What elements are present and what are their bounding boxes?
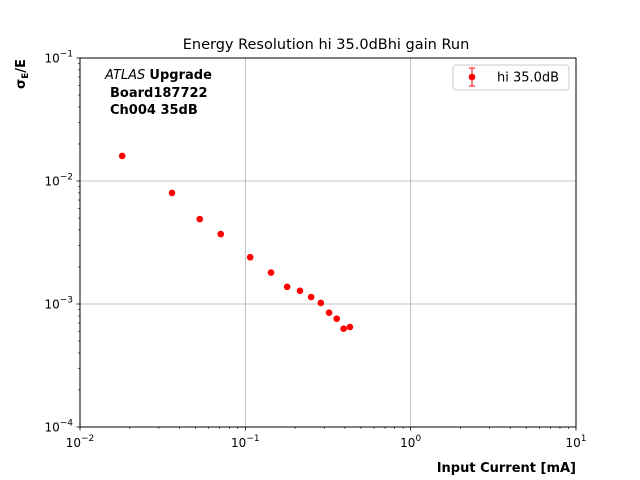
x-tick-label: 101 (565, 434, 586, 450)
plot-frame (79, 57, 577, 428)
data-point (168, 189, 176, 197)
data-point (307, 293, 315, 301)
annotation-atlas: ATLAS (104, 68, 145, 83)
x-tick-label-exponent: 1 (581, 434, 587, 444)
legend-box (452, 64, 570, 91)
x-tick-label-base: 10 (400, 436, 415, 450)
x-tick-label-exponent: −2 (81, 434, 94, 444)
data-point (283, 283, 291, 291)
data-point (267, 269, 275, 276)
y-tick-label: 10−2 (44, 173, 73, 189)
data-points (118, 152, 354, 332)
data-point (118, 152, 126, 160)
y-tick-label-base: 10 (44, 298, 59, 312)
y-axis-label-suffix: /E (14, 59, 29, 73)
x-tick-label-base: 10 (231, 436, 246, 450)
x-tick-label-base: 10 (66, 436, 81, 450)
y-tick-label-exponent: −4 (60, 419, 74, 429)
y-tick-label-base: 10 (44, 52, 59, 66)
annotation-line-1: ATLAS Upgrade (104, 68, 212, 83)
x-tick-label: 100 (400, 434, 421, 450)
legend-label: hi 35.0dB (497, 71, 559, 86)
annotation-board: Board187722 (110, 86, 208, 101)
x-tick-label-base: 10 (565, 436, 580, 450)
y-tick-label: 10−4 (44, 419, 73, 435)
annotation-channel: Ch004 35dB (110, 103, 198, 118)
y-axis-label-subscript: E (21, 73, 31, 79)
x-tick-label: 10−1 (231, 434, 260, 450)
x-tick-label-exponent: 0 (415, 434, 421, 444)
data-point (325, 309, 333, 316)
y-tick-label: 10−1 (44, 50, 73, 66)
x-axis-label: Input Current [mA] (437, 461, 576, 476)
y-tick-label-exponent: −1 (60, 50, 73, 60)
y-tick-label-base: 10 (44, 175, 59, 189)
grid-lines (80, 58, 576, 427)
y-axis-label-sigma: σ (14, 79, 29, 89)
data-point (333, 315, 341, 322)
y-tick-label-base: 10 (44, 421, 59, 435)
plot-area (80, 58, 576, 427)
annotation-upgrade: Upgrade (149, 68, 212, 83)
data-point (246, 253, 254, 261)
y-tick-label: 10−3 (44, 296, 73, 312)
x-tick-label-exponent: −1 (246, 434, 259, 444)
y-tick-label-exponent: −2 (60, 173, 73, 183)
atlas-annotation: ATLAS Upgrade Board187722 Ch004 35dB (104, 68, 212, 118)
legend-marker (468, 73, 476, 81)
legend: hi 35.0dB (452, 64, 570, 91)
y-tick-label-exponent: −3 (60, 296, 73, 306)
y-axis-label: σE/E (14, 59, 31, 89)
data-point (217, 230, 225, 238)
data-point (296, 287, 304, 295)
data-point (340, 325, 347, 332)
data-point (317, 299, 325, 307)
data-point (196, 215, 204, 223)
x-tick-label: 10−2 (66, 434, 95, 450)
chart-title: Energy Resolution hi 35.0dBhi gain Run (183, 37, 470, 53)
data-point (346, 323, 354, 331)
